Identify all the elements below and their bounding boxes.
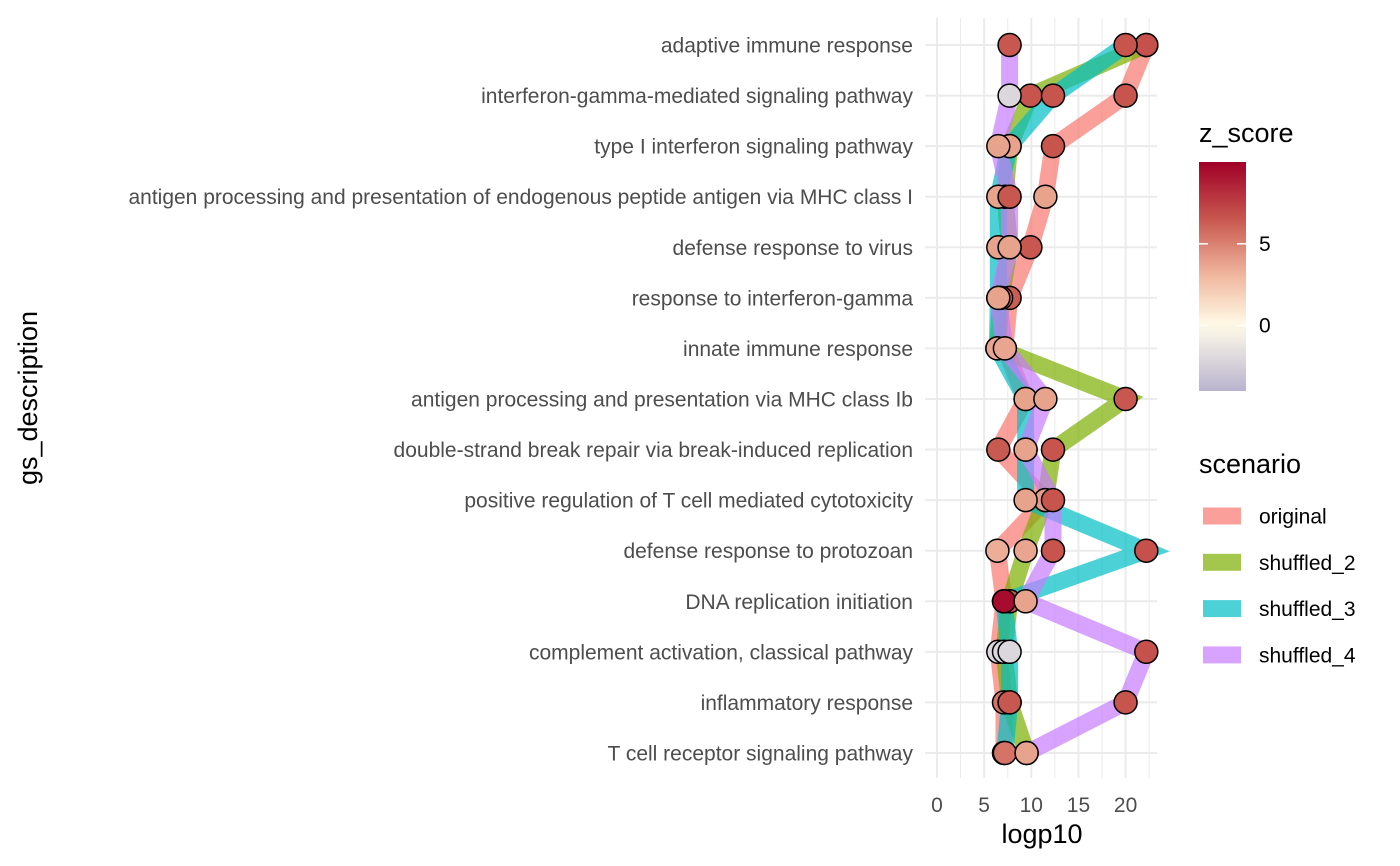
legend-key-shuffled_4: [1203, 646, 1241, 664]
scenario-legend: scenario original shuffled_2 shuffled_3shu…: [1199, 449, 1356, 667]
data-point-shuffled_4: [1040, 538, 1066, 563]
y-tick-label: defense response to protozoan: [623, 540, 913, 563]
data-point-shuffled_2: [1040, 437, 1066, 462]
y-axis-title: gs_description: [13, 311, 43, 485]
legend-label-shuffled_4: shuffled_4: [1259, 644, 1356, 667]
data-point-original: [986, 437, 1011, 462]
y-tick-label: T cell receptor signaling pathway: [608, 742, 914, 765]
scenario-legend-items: original shuffled_2 shuffled_3 shuffled_4: [1203, 506, 1356, 667]
legend-key-shuffled_2: [1203, 553, 1241, 571]
data-point-shuffled_4: [992, 336, 1018, 361]
z-score-legend-title: z_score: [1199, 118, 1294, 148]
data-point-shuffled_4: [986, 133, 1011, 159]
y-tick-label: positive regulation of T cell mediated c…: [464, 490, 913, 513]
data-point-shuffled_3: [1013, 487, 1038, 513]
data-point-original: [1113, 83, 1138, 108]
data-point-shuffled_2: [1134, 32, 1159, 58]
data-point-shuffled_3: [992, 740, 1018, 766]
x-tick-label: 10: [1020, 794, 1043, 817]
colorbar-tick-label: 5: [1259, 233, 1271, 256]
y-tick-label: adaptive immune response: [661, 35, 913, 58]
legend-key-original: [1203, 507, 1241, 525]
y-tick-label: innate immune response: [683, 338, 913, 361]
y-tick-label: antigen processing and presentation via …: [411, 388, 913, 411]
data-point-shuffled_4: [997, 83, 1022, 108]
data-point-shuffled_3: [997, 690, 1022, 715]
y-tick-label: interferon-gamma-mediated signaling path…: [481, 85, 913, 108]
y-tick-label: response to interferon-gamma: [632, 287, 914, 310]
data-point-shuffled_2: [1018, 83, 1043, 108]
legend-label-shuffled_2: shuffled_2: [1259, 552, 1356, 575]
data-point-shuffled_3: [1113, 32, 1138, 58]
z-score-legend: z_score 50: [1199, 118, 1294, 391]
data-point-shuffled_4: [997, 184, 1022, 209]
y-tick-label: double-strand break repair via break-ind…: [394, 439, 913, 462]
data-point-shuffled_3: [991, 589, 1017, 614]
z-score-colorbar: [1199, 162, 1246, 391]
data-point-shuffled_4: [1013, 589, 1038, 614]
data-point-shuffled_4: [986, 285, 1011, 311]
data-point-shuffled_4: [1014, 740, 1039, 766]
data-point-shuffled_4: [1013, 437, 1038, 462]
data-point-original: [985, 538, 1010, 563]
data-point-shuffled_4: [1113, 690, 1138, 715]
scenario-legend-title: scenario: [1199, 449, 1301, 479]
y-tick-label: DNA replication initiation: [685, 591, 913, 614]
legend-label-original: original: [1259, 506, 1327, 529]
data-point-original: [1033, 184, 1058, 209]
data-point-original: [1040, 133, 1066, 159]
z-score-colorbar-ticks: 50: [1199, 233, 1271, 338]
y-tick-labels: adaptive immune response interferon-gamma…: [128, 35, 913, 766]
legend-label-shuffled_3: shuffled_3: [1259, 598, 1356, 621]
x-axis-title: logp10: [1001, 819, 1082, 849]
y-tick-label: complement activation, classical pathway: [529, 641, 914, 664]
legend-key-shuffled_3: [1203, 600, 1241, 618]
data-point-shuffled_3: [1134, 538, 1159, 563]
data-point-shuffled_4: [997, 32, 1022, 58]
y-tick-label: antigen processing and presentation of e…: [128, 186, 913, 209]
data-point-shuffled_4: [997, 235, 1022, 260]
x-tick-label: 15: [1067, 794, 1090, 817]
y-tick-label: defense response to virus: [673, 237, 913, 260]
data-point-shuffled_4: [1033, 386, 1058, 412]
y-tick-label: inflammatory response: [701, 692, 913, 715]
x-tick-label: 20: [1114, 794, 1137, 817]
data-point-original: [1018, 235, 1043, 260]
data-point-shuffled_2: [1113, 386, 1138, 412]
data-point-shuffled_2: [1013, 538, 1038, 563]
data-point-shuffled_4: [1134, 639, 1159, 665]
point-layer: [985, 32, 1159, 766]
data-point-shuffled_3: [997, 639, 1022, 665]
colorbar-tick-label: 0: [1259, 315, 1271, 338]
data-point-shuffled_4: [1040, 487, 1066, 513]
x-tick-labels: 0 5 10 15 20: [931, 794, 1137, 817]
x-tick-label: 5: [978, 794, 990, 817]
data-point-shuffled_3: [1040, 83, 1066, 108]
y-tick-label: type I interferon signaling pathway: [594, 136, 913, 159]
x-tick-label: 0: [931, 794, 943, 817]
